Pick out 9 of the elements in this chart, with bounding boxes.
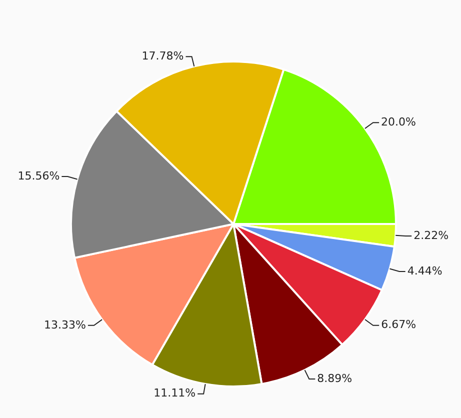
data-label: 4.44% [407, 264, 442, 278]
data-label: 13.33% [44, 318, 86, 332]
data-label: 15.56% [18, 169, 60, 182]
data-label: 11.11% [154, 386, 196, 400]
data-label: 17.78% [142, 49, 184, 62]
data-label: 20.0% [381, 115, 416, 128]
data-label: 8.89% [317, 372, 352, 385]
data-label: 2.22% [414, 228, 449, 242]
data-label: 6.67% [381, 318, 416, 332]
